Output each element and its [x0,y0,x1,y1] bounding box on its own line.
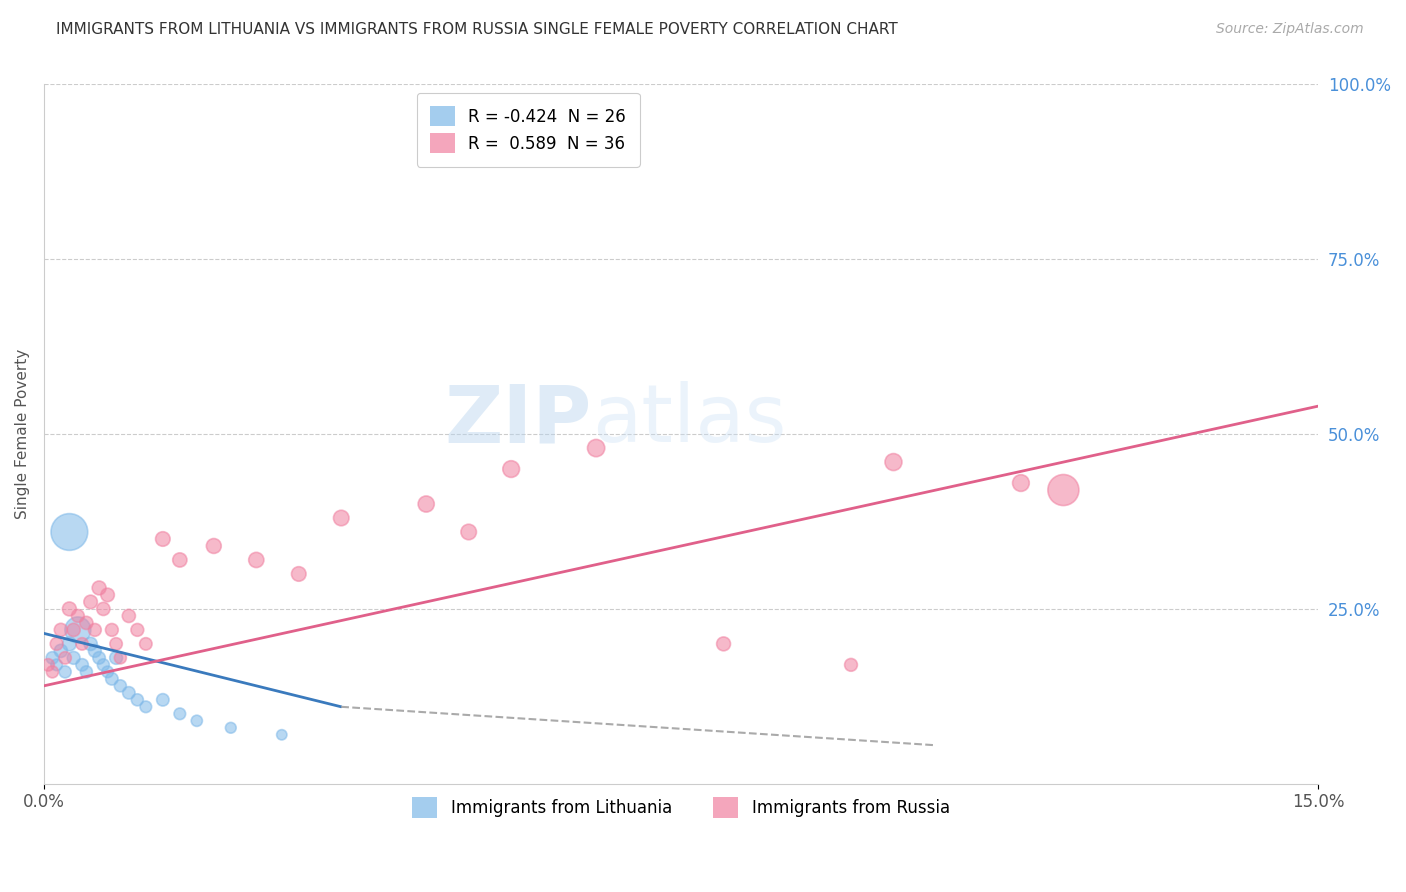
Point [135,637,157,651]
Point [37,657,59,672]
Point [53,651,76,665]
Point [287,566,309,581]
Point [501,462,523,476]
Point [45,637,67,651]
Point [93,602,115,616]
Point [70,657,93,672]
Point [101,623,124,637]
Text: IMMIGRANTS FROM LITHUANIA VS IMMIGRANTS FROM RUSSIA SINGLE FEMALE POVERTY CORREL: IMMIGRANTS FROM LITHUANIA VS IMMIGRANTS … [56,22,898,37]
Point [53,665,76,679]
Point [62,651,84,665]
Point [186,714,208,728]
Point [152,532,174,546]
Y-axis label: Single Female Poverty: Single Female Poverty [15,349,30,519]
Point [70,637,93,651]
Point [110,679,132,693]
Point [66,623,89,637]
Point [75,665,97,679]
Point [1010,476,1032,491]
Point [41,651,63,665]
Point [245,553,267,567]
Point [118,608,141,623]
Point [585,441,607,455]
Point [1052,483,1074,497]
Point [457,524,479,539]
Point [169,706,191,721]
Point [330,511,353,525]
Point [127,693,149,707]
Point [101,672,124,686]
Point [270,728,292,742]
Point [97,588,120,602]
Point [79,595,101,609]
Point [79,637,101,651]
Text: atlas: atlas [592,381,786,459]
Point [219,721,242,735]
Point [105,637,128,651]
Point [169,553,191,567]
Text: ZIP: ZIP [444,381,592,459]
Point [83,623,105,637]
Point [110,651,132,665]
Point [58,637,80,651]
Point [75,615,97,630]
Text: Source: ZipAtlas.com: Source: ZipAtlas.com [1216,22,1364,37]
Point [415,497,437,511]
Point [93,657,115,672]
Point [49,644,72,658]
Point [713,637,735,651]
Point [87,581,110,595]
Point [45,657,67,672]
Legend: Immigrants from Lithuania, Immigrants from Russia: Immigrants from Lithuania, Immigrants fr… [405,790,956,824]
Point [105,651,128,665]
Point [97,665,120,679]
Point [202,539,225,553]
Point [58,524,80,539]
Point [118,686,141,700]
Point [882,455,904,469]
Point [49,623,72,637]
Point [58,602,80,616]
Point [839,657,862,672]
Point [41,665,63,679]
Point [66,608,89,623]
Point [87,651,110,665]
Point [62,623,84,637]
Point [83,644,105,658]
Point [135,699,157,714]
Point [127,623,149,637]
Point [152,693,174,707]
